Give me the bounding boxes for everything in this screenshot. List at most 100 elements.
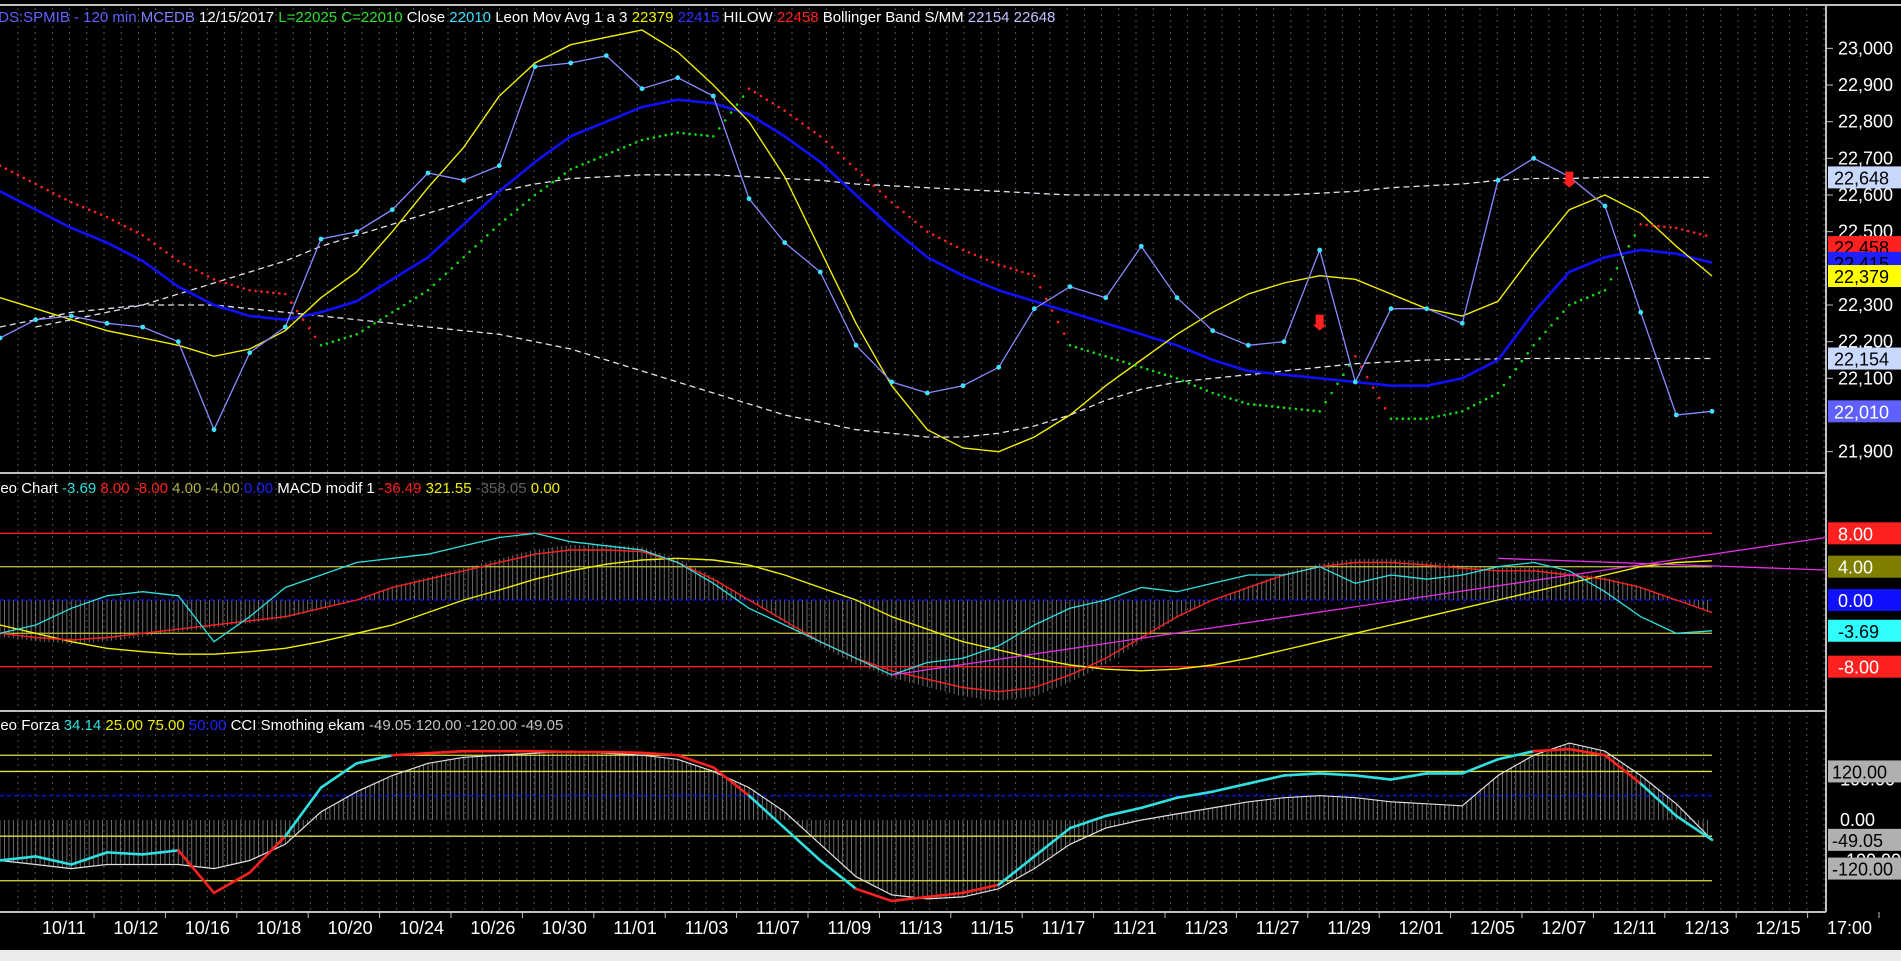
header-item: HILOW <box>719 9 773 26</box>
x-tick-label: 10/11 <box>42 918 86 938</box>
hilow-dot <box>1562 310 1565 314</box>
hilow-dot <box>349 334 353 338</box>
close-point <box>1531 155 1537 161</box>
header-item: Leo Forza <box>0 717 60 734</box>
header-item: MCEDB <box>137 9 195 26</box>
hilow-dot <box>1591 293 1595 297</box>
hilow-dot <box>408 300 412 303</box>
hilow-dot <box>920 225 923 229</box>
series-segment-leo-forza <box>70 851 109 866</box>
value-tag-box <box>1828 655 1901 678</box>
hilow-dot <box>40 185 43 189</box>
hilow-dot <box>1615 267 1619 270</box>
hilow-dot <box>1223 395 1226 399</box>
series-segment-leo-forza <box>355 753 394 765</box>
value-tag: 22,010 <box>1828 400 1901 423</box>
hilow-dot <box>700 133 703 137</box>
header-item: CCI Smothing ekam <box>226 717 364 734</box>
hilow-dot <box>670 132 673 136</box>
close-point <box>1138 243 1144 249</box>
hilow-dot <box>795 117 798 121</box>
hilow-dot <box>1544 330 1547 334</box>
hilow-dot <box>1282 406 1286 410</box>
hilow-dot <box>1627 245 1631 248</box>
header-item: -8.00 <box>130 480 168 497</box>
hilow-dot <box>1681 228 1684 231</box>
hilow-dot <box>135 231 138 234</box>
x-tick-label: 12/13 <box>1684 918 1729 938</box>
x-tick-label: 11/13 <box>899 918 943 938</box>
hilow-dot <box>1371 386 1375 389</box>
hilow-dot <box>1698 232 1702 236</box>
value-tag: 22,379 <box>1828 265 1901 288</box>
value-tag-label: 22,379 <box>1834 267 1889 287</box>
x-tick-label: 17:00 <box>1827 918 1872 938</box>
hilow-dot <box>284 292 287 296</box>
hilow-dot <box>81 205 85 209</box>
hilow-dot <box>34 182 37 186</box>
series-line-22415 <box>0 98 1713 387</box>
header-item: -120.00 <box>462 717 517 734</box>
hilow-dot <box>1294 407 1298 411</box>
hilow-dot <box>961 248 965 252</box>
header-item: Leon Mov Avg 1 a 3 <box>491 9 628 26</box>
close-point <box>318 236 324 242</box>
header-item: -49.05 <box>365 717 412 734</box>
close-point <box>1031 306 1037 312</box>
sell-arrow-icon <box>1562 171 1577 188</box>
hilow-dot <box>117 221 121 225</box>
hilow-dot <box>741 95 745 98</box>
hilow-dot <box>884 195 887 199</box>
y-tick-label: 22,800 <box>1838 112 1893 132</box>
x-tick-label: 11/07 <box>756 918 800 938</box>
hilow-dot <box>1270 405 1274 408</box>
hilow-dot <box>777 105 780 109</box>
hilow-dot <box>111 218 115 222</box>
series-segment-leo-forza <box>890 895 929 903</box>
close-point <box>996 364 1002 370</box>
hilow-dot <box>1157 371 1161 375</box>
header-item: -3.69 <box>58 480 96 497</box>
hilow-dot <box>1062 332 1066 336</box>
hilow-dot <box>188 265 192 269</box>
hilow-dot <box>545 185 549 188</box>
hilow-dot <box>1579 298 1583 302</box>
close-point <box>1103 295 1109 301</box>
hilow-dot <box>664 133 668 137</box>
header-item: -358.05 <box>472 480 527 497</box>
x-tick-label: 11/27 <box>1256 918 1300 938</box>
close-point <box>282 324 288 330</box>
hilow-dot <box>1235 399 1238 402</box>
hilow-dot <box>462 255 466 259</box>
hilow-dot <box>652 136 656 139</box>
hilow-dot <box>979 255 983 259</box>
header-item: 75.00 <box>143 717 185 734</box>
series-segment-leo-forza <box>783 826 822 862</box>
header-item: C=22010 <box>337 9 402 26</box>
close-point <box>782 240 788 246</box>
value-tag: 0.00 <box>1828 589 1901 611</box>
hilow-dot <box>1443 413 1446 417</box>
hilow-dot <box>1383 407 1387 410</box>
hilow-dot <box>1288 407 1292 410</box>
close-point <box>1495 177 1501 183</box>
hilow-dot <box>450 267 454 270</box>
series-segment-leo-forza <box>640 751 679 757</box>
hilow-dot <box>266 290 269 294</box>
hilow-dot <box>10 170 14 174</box>
cci-panel-header: Leo Forza 34.14 25.00 75.00 50.00 CCI Sm… <box>0 717 563 734</box>
x-tick-label: 10/24 <box>399 918 444 938</box>
series-segment-leo-forza <box>319 762 358 789</box>
series-segment-leo-forza <box>1104 806 1143 818</box>
series-segment-leo-forza <box>34 855 73 866</box>
y-tick-label: 22,900 <box>1838 75 1893 95</box>
header-item: -36.49 <box>375 480 422 497</box>
hilow-dot <box>1425 417 1428 421</box>
hilow-dot <box>1419 417 1422 421</box>
hilow-dot <box>1193 384 1197 388</box>
hilow-dot <box>694 133 697 136</box>
value-tag-label: 22,648 <box>1834 168 1889 188</box>
x-tick-label: 10/16 <box>185 918 230 938</box>
hilow-dot <box>1657 224 1660 228</box>
